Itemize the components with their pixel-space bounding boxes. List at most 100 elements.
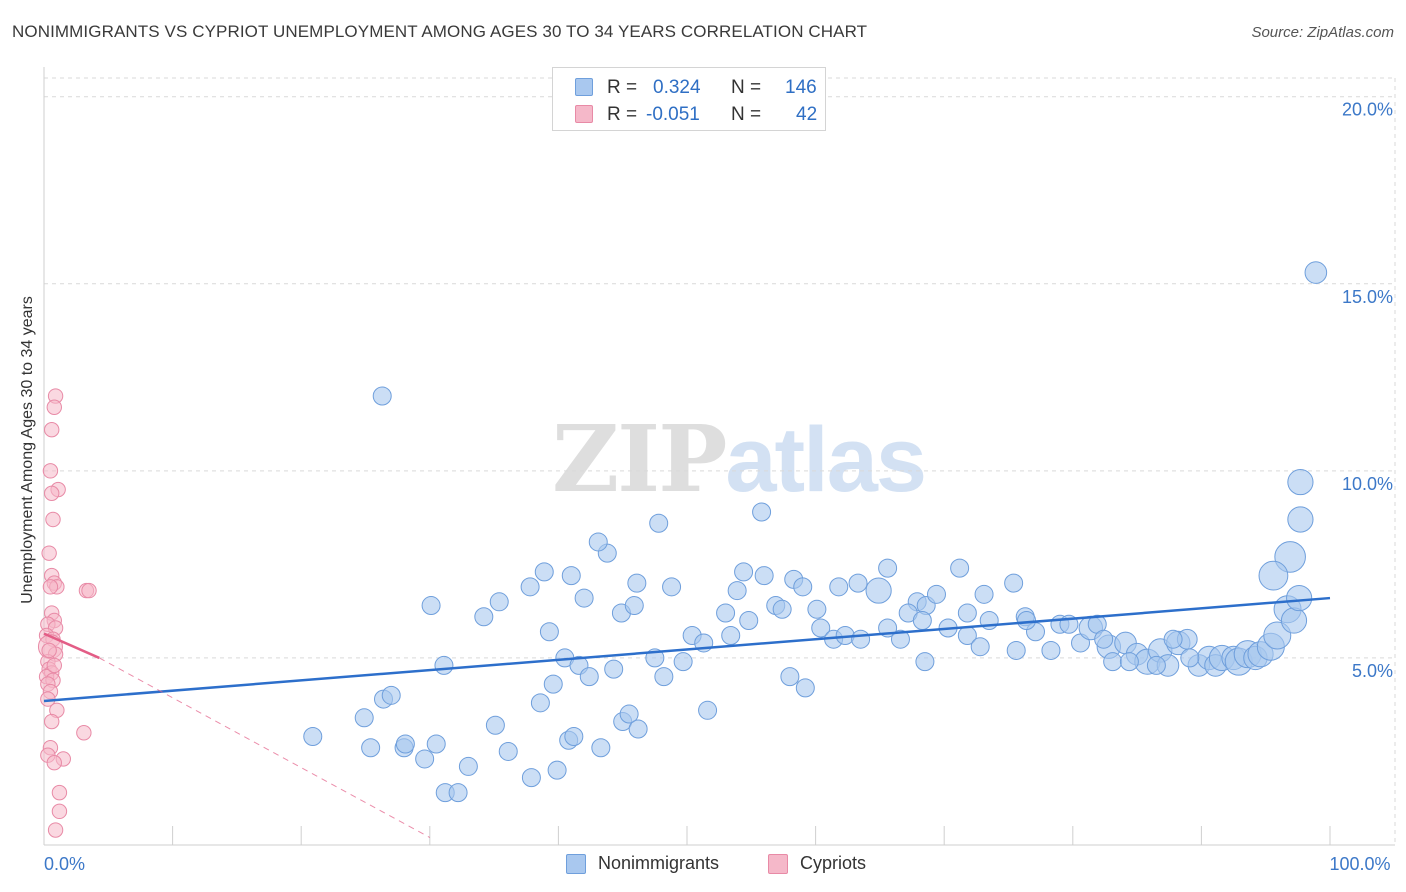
grid-layer — [44, 77, 1396, 845]
legend-n-label: N = — [731, 104, 762, 125]
nonimmigrants-point — [543, 674, 563, 694]
cypriots-point — [42, 463, 59, 479]
chart-title: NONIMMIGRANTS VS CYPRIOT UNEMPLOYMENT AM… — [12, 22, 868, 41]
bottom-legend-swatch-cypriots — [768, 854, 788, 874]
nonimmigrants-point — [372, 386, 392, 406]
legend-n-label: N = — [731, 77, 762, 98]
nonimmigrants-point — [734, 562, 754, 582]
cypriots-trend-extension — [99, 657, 431, 838]
nonimmigrants-point — [574, 588, 594, 608]
cypriots-point — [46, 399, 62, 415]
nonimmigrants-point — [912, 611, 932, 631]
nonimmigrants-point — [530, 693, 550, 713]
nonimmigrants-point — [890, 629, 910, 649]
nonimmigrants-point — [448, 783, 468, 803]
nonimmigrants-point — [950, 558, 970, 578]
nonimmigrants-point — [534, 562, 554, 582]
nonimmigrants-point — [721, 625, 741, 645]
nonimmigrants-point — [1280, 607, 1308, 634]
y-tick-label: 10.0% — [1342, 474, 1393, 494]
nonimmigrants-point — [662, 577, 682, 597]
axis-layer — [43, 67, 1395, 846]
nonimmigrants-point — [1287, 468, 1314, 496]
legend-swatch-cypriots — [575, 105, 593, 123]
nonimmigrants-point — [354, 708, 374, 728]
nonimmigrants-point — [434, 655, 454, 675]
nonimmigrants-point — [1119, 652, 1139, 672]
nonimmigrants-point — [1094, 629, 1114, 649]
nonimmigrants-point — [974, 584, 994, 604]
nonimmigrants-point — [489, 592, 509, 612]
nonimmigrants-point — [772, 599, 792, 619]
nonimmigrants-point — [361, 738, 381, 758]
cypriots-points — [37, 388, 97, 838]
bottom-legend-label: Nonimmigrants — [598, 853, 720, 873]
legend-swatch-nonimmigrants — [575, 78, 593, 96]
watermark-zip: ZIP — [552, 405, 727, 513]
nonimmigrants-point — [851, 629, 871, 649]
correlation-legend: R = 0.324 N = 146 R = -0.051 N = 42 — [552, 67, 826, 131]
cypriots-trend-line — [43, 632, 100, 660]
nonimmigrants-point — [1004, 573, 1024, 593]
nonimmigrants-point — [520, 577, 540, 597]
x-tick-label: 0.0% — [44, 854, 85, 874]
y-tick-label: 20.0% — [1342, 100, 1393, 120]
nonimmigrants-point — [1258, 560, 1289, 591]
nonimmigrants-point — [474, 607, 494, 627]
nonimmigrants-point — [415, 749, 435, 769]
nonimmigrants-trend-line — [43, 596, 1331, 703]
nonimmigrants-point — [698, 700, 718, 720]
nonimmigrants-point — [521, 768, 541, 788]
nonimmigrants-point — [957, 603, 977, 623]
nonimmigrants-point — [754, 566, 774, 586]
nonimmigrants-point — [303, 726, 323, 746]
cypriots-point — [47, 822, 64, 838]
nonimmigrants-point — [561, 566, 581, 586]
nonimmigrants-point — [1163, 629, 1183, 649]
legend-r-label: R = — [607, 104, 638, 125]
nonimmigrants-point — [727, 581, 747, 601]
source-credit: Source: ZipAtlas.com — [1251, 24, 1394, 41]
cypriots-point — [51, 784, 68, 801]
nonimmigrants-point — [1146, 655, 1166, 675]
nonimmigrants-point — [426, 734, 446, 754]
nonimmigrants-point — [628, 719, 648, 739]
trend-lines — [43, 596, 1331, 838]
cypriots-point — [81, 582, 97, 599]
nonimmigrants-point — [381, 685, 401, 705]
y-axis-label: Unemployment Among Ages 30 to 34 years — [19, 296, 36, 604]
watermark-atlas: atlas — [725, 409, 927, 511]
nonimmigrants-point — [829, 577, 849, 597]
legend-r-value: -0.051 — [646, 104, 700, 125]
cypriots-point — [44, 485, 60, 502]
nonimmigrants-point — [811, 618, 831, 638]
nonimmigrants-point — [865, 577, 892, 604]
nonimmigrants-point — [807, 599, 827, 619]
nonimmigrants-point — [1286, 584, 1313, 612]
y-tick-label: 15.0% — [1342, 287, 1393, 307]
nonimmigrants-point — [1006, 640, 1026, 660]
legend-r-label: R = — [607, 77, 638, 98]
nonimmigrants-point — [739, 611, 759, 631]
nonimmigrants-point — [539, 622, 559, 642]
nonimmigrants-point — [654, 667, 674, 687]
nonimmigrants-point — [878, 558, 898, 578]
nonimmigrants-point — [795, 678, 815, 698]
nonimmigrants-point — [579, 667, 599, 687]
nonimmigrants-points — [303, 261, 1328, 803]
y-tick-label: 5.0% — [1352, 661, 1393, 681]
nonimmigrants-point — [752, 502, 772, 522]
nonimmigrants-point — [1180, 648, 1200, 668]
nonimmigrants-point — [458, 756, 478, 776]
legend-r-value: 0.324 — [653, 77, 701, 98]
cypriots-point — [41, 545, 57, 561]
watermark: ZIPatlas — [552, 405, 927, 513]
cypriots-point — [44, 421, 60, 438]
nonimmigrants-point — [547, 760, 567, 780]
nonimmigrants-point — [780, 667, 800, 687]
nonimmigrants-point — [485, 715, 505, 735]
nonimmigrants-point — [649, 513, 669, 533]
nonimmigrants-point — [1041, 640, 1061, 660]
nonimmigrants-point — [848, 573, 868, 593]
